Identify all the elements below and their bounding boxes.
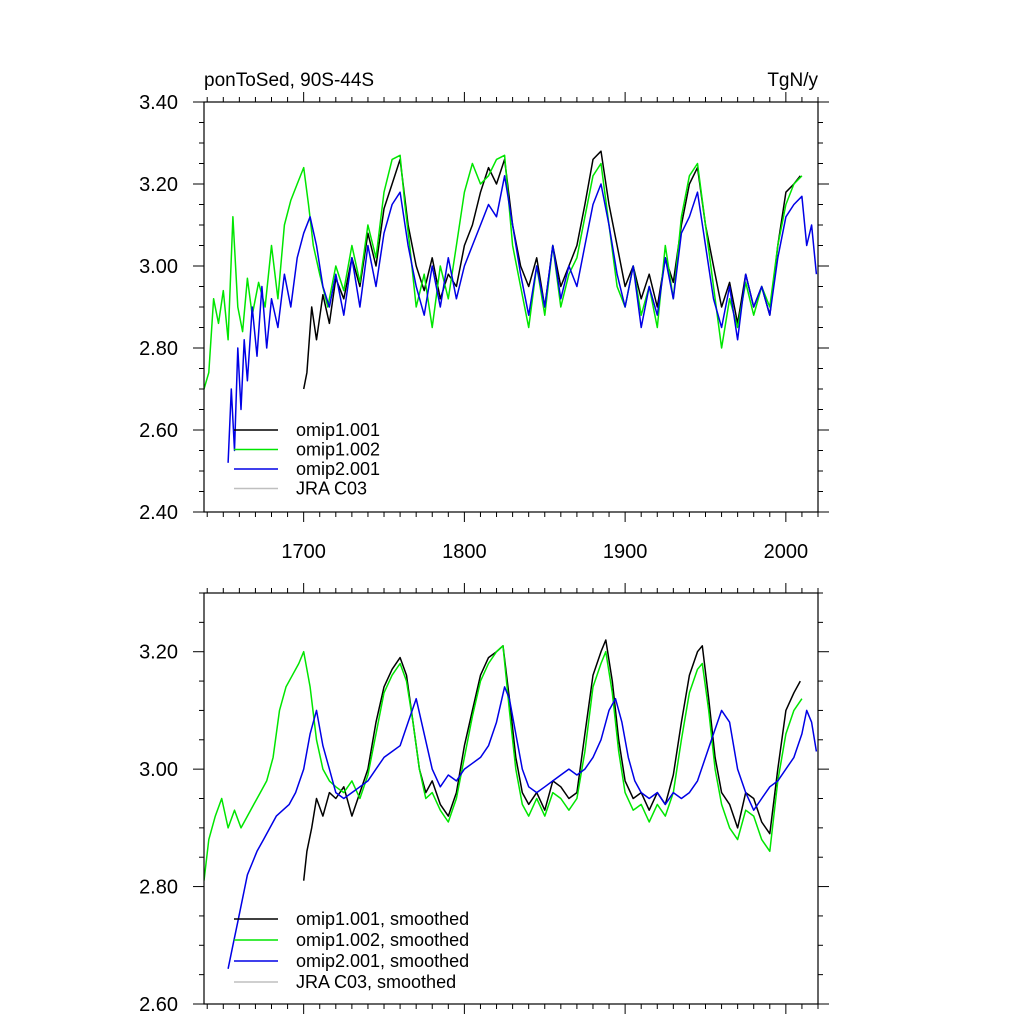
panel-top-units: TgN/y [767,70,818,91]
series-line-bottom-1 [204,645,803,881]
x-tick-label: 2000 [764,541,809,563]
y-tick-label: 2.80 [139,338,178,360]
y-tick-label: 3.40 [139,92,178,114]
panel-top-title: ponToSed, 90S-44S [204,70,374,91]
legend-label-bottom-3: JRA C03, smoothed [296,972,456,992]
y-tick-label: 3.00 [139,759,178,781]
legend-label-top-0: omip1.001 [296,420,380,440]
legend-label-top-3: JRA C03 [296,479,367,499]
series-line-top-2 [227,175,818,463]
legend-label-top-2: omip2.001 [296,459,380,479]
x-tick-label: 1800 [442,541,487,563]
legend-label-bottom-2: omip2.001, smoothed [296,951,469,971]
series-line-bottom-2 [227,686,818,969]
x-tick-label: 1900 [603,541,648,563]
panel-bottom: 2.60 2.80 3.00 3.20 omip1.001, smoothedomip1… [139,583,829,1016]
y-tick-label: 3.00 [139,256,178,278]
x-tick-label: 1700 [281,541,326,563]
y-tick-label: 3.20 [139,174,178,196]
panel-top: ponToSed, 90S-44S TgN/y 1700 1800 1900 2000… [139,70,829,563]
y-tick-label: 2.40 [139,502,178,524]
series-line-top-1 [204,154,803,390]
y-tick-label: 3.20 [139,642,178,664]
y-tick-label: 2.60 [139,994,178,1016]
y-tick-label: 2.80 [139,877,178,899]
legend-label-top-1: omip1.002 [296,440,380,460]
series-line-bottom-0 [302,639,801,881]
legend-label-bottom-0: omip1.001, smoothed [296,909,469,929]
y-tick-label: 2.60 [139,420,178,442]
legend-label-bottom-1: omip1.002, smoothed [296,930,469,950]
